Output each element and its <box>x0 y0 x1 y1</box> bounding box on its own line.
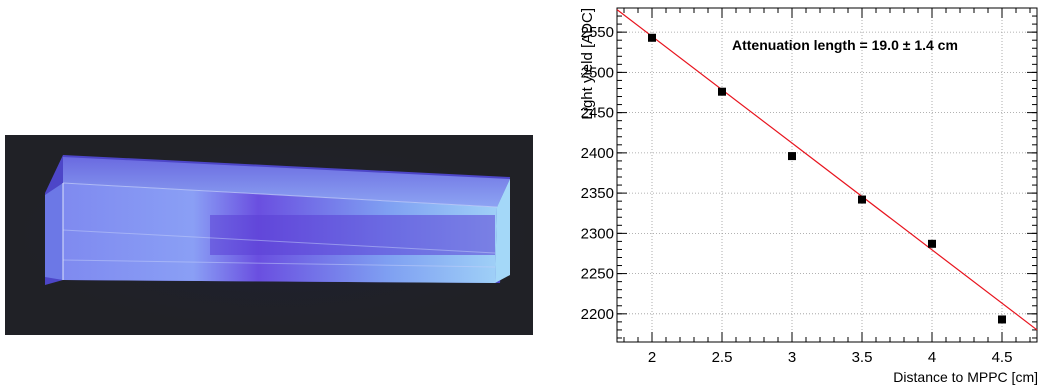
attenuation-plot: 2 2.5 3 3.5 4 4.5 2200 2250 2300 2350 2400 2450 250… <box>579 7 1038 385</box>
y-tick-label: 2300 <box>581 225 614 242</box>
data-point <box>648 33 656 42</box>
x-tick-label: 2 <box>648 349 656 366</box>
x-axis-label: Distance to MPPC [cm] <box>893 369 1038 385</box>
attenuation-annotation: Attenuation length = 19.0 ± 1.4 cm <box>732 37 958 53</box>
y-tick-label: 2400 <box>581 145 614 162</box>
crystal-photo <box>5 135 533 335</box>
y-tick-label: 2500 <box>581 64 614 81</box>
data-point <box>998 315 1006 324</box>
y-tick-label: 2350 <box>581 185 614 202</box>
grid-lines <box>617 8 1037 342</box>
data-point <box>788 152 796 161</box>
y-tick-label: 2250 <box>581 266 614 283</box>
x-tick-label: 4.5 <box>992 349 1013 366</box>
fit-line <box>616 9 1038 331</box>
plot-frame <box>616 7 1038 343</box>
data-point <box>928 239 936 248</box>
y-axis: 2200 2250 2300 2350 2400 2450 2500 2550 <box>581 7 1037 339</box>
y-axis-label: Light yield [ADC] <box>579 8 596 120</box>
x-axis: 2 2.5 3 3.5 4 4.5 <box>623 8 1031 366</box>
y-tick-label: 2200 <box>581 306 614 323</box>
x-tick-label: 3.5 <box>852 349 873 366</box>
y-tick-label: 2450 <box>581 105 614 122</box>
x-tick-label: 4 <box>928 349 936 366</box>
x-tick-label: 3 <box>788 349 796 366</box>
data-point <box>858 195 866 204</box>
y-tick-label: 2550 <box>581 24 614 41</box>
data-point <box>718 87 726 96</box>
x-tick-label: 2.5 <box>712 349 733 366</box>
data-points <box>648 33 1006 324</box>
